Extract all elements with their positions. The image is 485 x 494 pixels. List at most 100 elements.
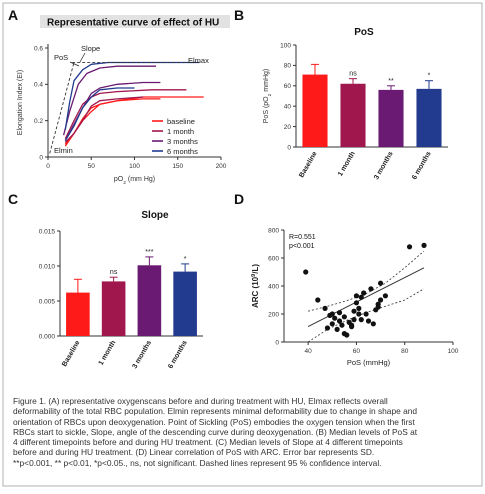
y-tick-label: 0.4	[34, 82, 43, 89]
regression-line	[307, 267, 425, 328]
y-tick-label: 80	[284, 63, 292, 70]
scatter-point	[361, 290, 367, 296]
panel-a-title-bg	[40, 15, 230, 28]
annotation-elmax: Elmax	[188, 56, 209, 65]
annotation-pos: PoS	[54, 53, 68, 62]
y-axis-label: ARC (109/L)	[251, 264, 260, 308]
x-tick-label: 100	[129, 163, 140, 170]
scatter-point	[339, 322, 345, 328]
bar	[101, 281, 126, 336]
significance-label: *	[428, 73, 431, 80]
y-tick-label: 0	[39, 154, 43, 161]
legend-label: 6 months	[167, 147, 198, 156]
legend-label: 1 month	[167, 127, 194, 136]
bar	[137, 265, 162, 336]
y-tick-label: 0.015	[39, 228, 56, 235]
scatter-point	[368, 286, 374, 292]
y-tick-label: 0	[275, 339, 279, 346]
scatter-point	[377, 297, 384, 303]
scatter-point	[336, 310, 343, 316]
panel-title: PoS	[354, 27, 374, 38]
legend-label: baseline	[167, 117, 195, 126]
scatter-point	[375, 304, 381, 310]
scatter-point	[353, 293, 360, 299]
bar	[66, 292, 90, 336]
figure-border	[2, 2, 483, 487]
panel-letter: A	[8, 7, 18, 23]
slope-tangent-line	[49, 62, 75, 154]
panel-letter: D	[234, 191, 244, 207]
y-axis-label: Elongation Index (EI)	[17, 70, 24, 135]
scatter-point	[315, 297, 321, 303]
scatter-point	[344, 332, 350, 338]
y-tick-label: 0.000	[39, 333, 56, 340]
scatter-point	[322, 305, 328, 311]
series-line	[64, 96, 144, 143]
scatter-point	[377, 280, 384, 286]
panel-d: D 40 60 80 100 0 200 400 600 800 PoS (mmHg) ARC (10…	[234, 191, 459, 367]
panel-title: Slope	[141, 210, 169, 221]
y-tick-label: 0.6	[34, 45, 43, 52]
stats-label: p<0.001	[289, 243, 315, 250]
significance-label: ns	[110, 269, 118, 276]
bar	[302, 74, 328, 147]
scatter-point	[329, 321, 335, 327]
y-tick-label: 20	[284, 124, 292, 131]
scatter-point	[349, 324, 355, 330]
significance-label: *	[184, 256, 187, 263]
scatter-point	[356, 311, 362, 317]
scatter-point	[324, 325, 331, 331]
scatter-point	[382, 293, 388, 299]
scatter-point	[351, 308, 357, 314]
x-axis-label: PoS (mmHg)	[347, 358, 391, 367]
y-tick-label: 0.2	[34, 118, 43, 125]
x-tick-label: 0	[46, 163, 50, 170]
scatter-point	[370, 321, 376, 327]
x-tick-label: 50	[88, 163, 96, 170]
annotation-slope: Slope	[81, 44, 100, 53]
scatter-point	[336, 318, 343, 324]
x-tick-label: 200	[216, 163, 227, 170]
bar	[340, 83, 366, 147]
scatter-point	[356, 305, 362, 311]
series-line	[62, 65, 157, 136]
y-tick-label: 100	[280, 42, 291, 49]
y-axis-label: PoS (pO2 mmHg)	[263, 69, 273, 123]
scatter-point	[358, 294, 364, 300]
bar	[416, 88, 442, 147]
panel-a-title: Representative curve of effect of HU	[47, 18, 219, 29]
y-tick-label: 400	[268, 283, 279, 290]
y-tick-label: 0.010	[39, 263, 56, 270]
scatter-point	[341, 314, 347, 320]
scatter-point	[329, 311, 335, 317]
y-tick-label: 0	[287, 144, 291, 151]
scatter-point	[353, 300, 360, 306]
scatter-point	[363, 311, 369, 317]
scatter-point	[351, 317, 357, 323]
y-tick-label: 0.005	[39, 298, 56, 305]
x-tick-label: 80	[401, 348, 409, 355]
x-tick-label: 100	[448, 348, 459, 355]
annotation-elmin: Elmin	[54, 146, 73, 155]
y-tick-label: 200	[268, 311, 279, 318]
scatter-point	[358, 317, 364, 323]
x-tick-label: 60	[353, 348, 361, 355]
scatter-point	[303, 269, 309, 275]
panel-letter: B	[234, 7, 244, 23]
stats-label: R=0.551	[289, 234, 316, 241]
significance-label: ns	[349, 71, 357, 78]
panel-letter: C	[8, 191, 18, 207]
legend-label: 3 months	[167, 137, 198, 146]
scatter-point	[406, 244, 413, 250]
significance-label: ***	[145, 249, 153, 256]
scatter-point	[365, 318, 372, 324]
y-tick-label: 600	[268, 255, 279, 262]
x-tick-label: 150	[172, 163, 183, 170]
annotation-pos-pointer	[69, 61, 80, 67]
y-tick-label: 60	[284, 83, 292, 90]
panel-a: A Representative curve of effect of HU 0 50…	[8, 7, 230, 186]
significance-label: **	[388, 78, 394, 85]
